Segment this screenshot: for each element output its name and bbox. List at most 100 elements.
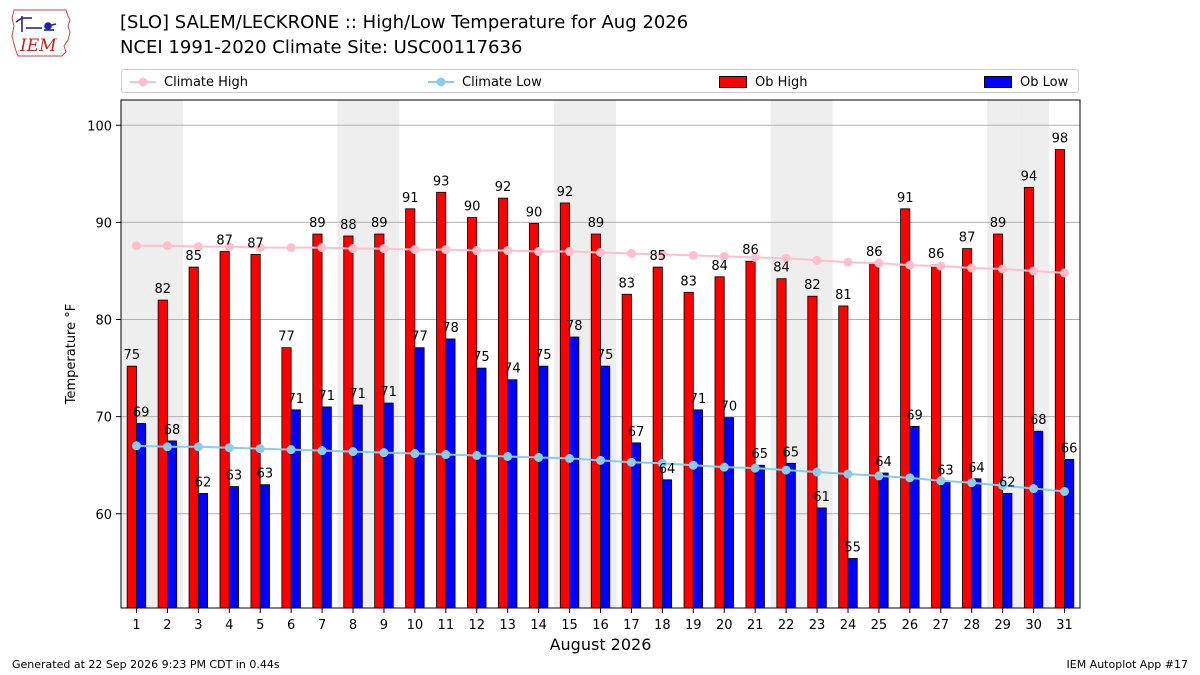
ob-low-bar xyxy=(754,464,765,609)
legend-ob-low: Ob Low xyxy=(984,73,1068,91)
climate-low-point xyxy=(131,441,141,451)
climate-low-point xyxy=(936,476,946,486)
ob-high-bar xyxy=(343,235,354,609)
x-tick-label: 29 xyxy=(994,618,1011,633)
climate-low-point xyxy=(781,465,791,475)
ob-low-label: 64 xyxy=(659,462,676,477)
x-tick-label: 5 xyxy=(256,618,264,633)
ob-low-bar xyxy=(816,507,827,609)
ob-low-bar xyxy=(1033,430,1044,609)
ob-low-label: 63 xyxy=(257,467,274,482)
climate-high-point xyxy=(998,264,1008,274)
ob-low-label: 65 xyxy=(752,447,769,462)
ob-high-bar xyxy=(157,299,168,609)
legend-climate-high: Climate High xyxy=(130,73,248,91)
ob-high-bar xyxy=(683,291,694,609)
ob-low-label: 66 xyxy=(1061,441,1078,456)
ob-low-label: 75 xyxy=(535,348,552,363)
climate-low-point xyxy=(719,462,729,472)
climate-low-point xyxy=(441,450,451,460)
climate-high-point xyxy=(688,250,698,260)
climate-low-point xyxy=(657,458,667,468)
climate-high-point xyxy=(626,248,636,258)
ob-high-label: 85 xyxy=(649,249,666,264)
ob-high-label: 90 xyxy=(464,200,481,215)
ob-high-bar xyxy=(931,264,942,609)
ob-low-bar xyxy=(940,481,951,609)
ob-low-label: 68 xyxy=(1030,413,1047,428)
x-tick-label: 15 xyxy=(561,618,578,633)
ob-low-bar xyxy=(197,492,209,609)
ob-low-label: 71 xyxy=(288,392,305,407)
ob-high-bar xyxy=(992,233,1004,609)
ob-low-label: 63 xyxy=(226,469,243,484)
ob-low-bar xyxy=(692,409,703,609)
x-tick-label: 12 xyxy=(468,618,485,633)
climate-high-point xyxy=(193,242,203,252)
x-tick-label: 16 xyxy=(592,618,609,633)
climate-high-point xyxy=(657,249,667,259)
legend-climate-high-label: Climate High xyxy=(164,74,249,90)
legend-ob-low-label: Ob Low xyxy=(1020,74,1069,90)
ob-low-bar xyxy=(909,425,920,609)
ob-high-label: 87 xyxy=(247,236,264,251)
ob-high-label: 87 xyxy=(216,234,233,249)
x-tick-label: 3 xyxy=(194,618,202,633)
climate-high-line-icon xyxy=(130,77,156,87)
x-tick-label: 14 xyxy=(530,618,547,633)
climate-low-point xyxy=(534,452,544,462)
ob-high-label: 92 xyxy=(495,180,512,195)
x-axis-label: August 2026 xyxy=(550,635,652,654)
climate-low-point xyxy=(626,457,636,467)
ob-high-label: 92 xyxy=(557,185,574,200)
ob-low-label: 75 xyxy=(597,348,614,363)
ob-high-bar xyxy=(281,347,292,609)
ob-high-bar xyxy=(559,202,570,609)
climate-high-point xyxy=(224,242,234,252)
ob-high-label: 83 xyxy=(619,276,636,291)
x-tick-label: 11 xyxy=(438,618,455,633)
ob-low-bar xyxy=(600,365,611,609)
y-tick-label: 80 xyxy=(95,314,112,329)
ob-high-bar xyxy=(838,305,849,609)
ob-high-bar xyxy=(590,233,601,609)
ob-high-bar xyxy=(498,197,509,609)
ob-high-label: 75 xyxy=(124,348,141,363)
ob-low-bar xyxy=(228,486,239,609)
ob-high-label: 89 xyxy=(371,216,388,231)
climate-low-point xyxy=(162,442,172,452)
climate-high-point xyxy=(905,260,915,270)
climate-high-point xyxy=(317,243,327,253)
climate-low-point xyxy=(843,469,853,479)
ob-high-label: 98 xyxy=(1052,132,1069,147)
ob-low-label: 64 xyxy=(968,461,985,476)
climate-low-point xyxy=(348,447,358,457)
ob-low-bar xyxy=(507,379,518,609)
ob-high-bar xyxy=(652,266,663,609)
x-tick-label: 24 xyxy=(840,618,857,633)
ob-low-label: 74 xyxy=(504,362,521,377)
ob-high-bar xyxy=(962,248,973,609)
ob-low-swatch xyxy=(984,76,1012,88)
x-tick-label: 17 xyxy=(623,618,640,633)
ob-high-label: 91 xyxy=(897,191,914,206)
climate-low-point xyxy=(688,460,698,470)
ob-high-label: 93 xyxy=(433,174,450,189)
climate-high-point xyxy=(379,244,389,254)
climate-high-point xyxy=(781,253,791,263)
ob-low-bar xyxy=(167,440,178,609)
ob-low-label: 67 xyxy=(628,425,645,440)
ob-low-label: 71 xyxy=(690,392,707,407)
y-axis-label: Temperature °F xyxy=(64,304,79,405)
ob-low-label: 55 xyxy=(844,540,861,555)
x-tick-label: 2 xyxy=(163,618,171,633)
climate-low-point xyxy=(905,473,915,483)
y-tick-label: 100 xyxy=(87,119,112,134)
y-tick-label: 60 xyxy=(95,508,112,523)
climate-low-point xyxy=(317,446,327,456)
legend-climate-low: Climate Low xyxy=(428,73,542,91)
climate-high-point xyxy=(596,247,605,257)
climate-high-point xyxy=(472,246,482,256)
ob-low-bar xyxy=(321,406,332,609)
ob-high-label: 91 xyxy=(402,191,419,206)
